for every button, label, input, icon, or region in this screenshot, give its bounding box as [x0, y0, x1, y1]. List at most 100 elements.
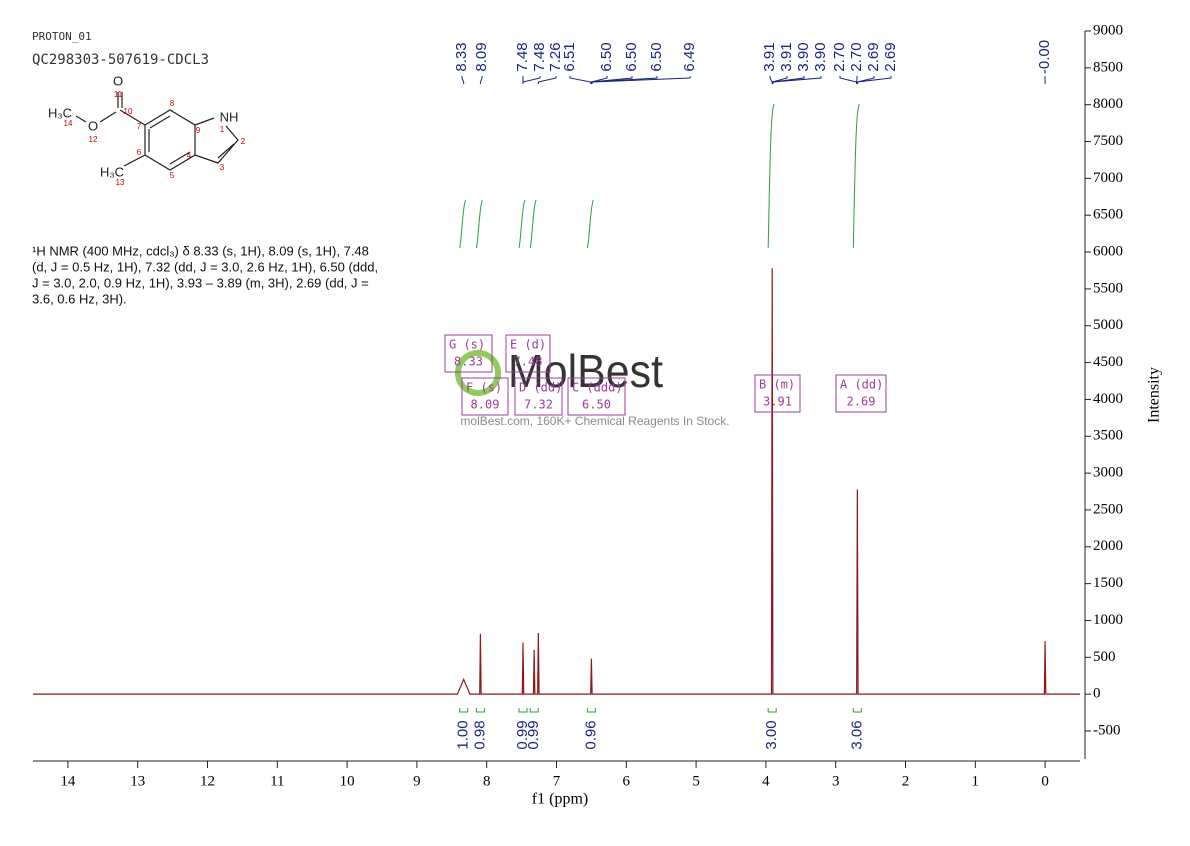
x-tick-label: 9 — [413, 773, 421, 789]
integral-bracket — [853, 708, 861, 712]
multiplet-shift: 7.48 — [514, 355, 543, 369]
peak-connector — [570, 76, 591, 84]
multiplet-shift: 8.09 — [471, 398, 500, 412]
integral-label: 3.00 — [763, 720, 780, 749]
y-tick-label: 8500 — [1093, 59, 1123, 75]
integral-curve — [519, 200, 525, 248]
atom-label: 13 — [116, 178, 125, 187]
integral-curve — [530, 200, 536, 248]
description: ¹H NMR (400 MHz, cdcl₃) δ 8.33 (s, 1H), … — [32, 243, 378, 306]
y-tick-label: 1500 — [1093, 575, 1123, 591]
peak-label: 3.90 — [812, 42, 829, 71]
y-tick-label: 0 — [1093, 686, 1101, 702]
integral-curve — [587, 200, 593, 248]
integral-curve — [853, 104, 859, 248]
atom-label: 11 — [114, 90, 123, 99]
peak-label: 6.50 — [598, 42, 615, 71]
peak-connector — [523, 76, 540, 84]
integral-label: 1.00 — [455, 720, 472, 749]
peak-label: 6.50 — [648, 42, 665, 71]
x-tick-label: 3 — [832, 773, 840, 789]
x-tick-label: 8 — [483, 773, 491, 789]
tagline: molBest.com, 160K+ Chemical Reagents In … — [460, 414, 729, 428]
integral-curve — [476, 200, 482, 248]
structure-bonds — [76, 92, 238, 170]
peak-label: 8.33 — [453, 42, 470, 71]
y-tick-label: 3500 — [1093, 428, 1123, 444]
peak-label: 3.91 — [778, 42, 795, 71]
x-tick-label: 12 — [200, 773, 215, 789]
y-tick-label: 4500 — [1093, 354, 1123, 370]
peak-connector — [538, 76, 556, 84]
peak-label: 7.48 — [514, 42, 531, 71]
x-tick-label: 14 — [60, 773, 76, 789]
peak-label: 6.49 — [681, 42, 698, 71]
atom-label: NH — [220, 109, 239, 124]
y-tick-label: 6500 — [1093, 207, 1123, 223]
multiplet-label: E (d) — [510, 338, 546, 352]
peak-label: 2.69 — [865, 42, 882, 71]
atom-label: 12 — [89, 135, 98, 144]
atom-label: 10 — [124, 107, 133, 116]
multiplet-label: B (m) — [759, 378, 795, 392]
multiplet-label: G (s) — [449, 338, 485, 352]
description-line: (d, J = 0.5 Hz, 1H), 7.32 (dd, J = 3.0, … — [32, 259, 378, 274]
y-tick-label: 8000 — [1093, 96, 1123, 112]
peak-label: 2.69 — [882, 42, 899, 71]
integral-bracket — [530, 708, 538, 712]
atom-label: O — [113, 73, 123, 88]
peak-label: 2.70 — [831, 42, 848, 71]
x-tick-label: 10 — [340, 773, 355, 789]
multiplet-label: D (dd) — [519, 381, 562, 395]
atom-label: 1 — [220, 125, 225, 134]
peak-connector — [840, 76, 857, 84]
multiplet-shift: 6.50 — [582, 398, 611, 412]
atom-label: 6 — [137, 148, 142, 157]
description-line: J = 3.0, 2.0, 0.9 Hz, 1H), 3.93 – 3.89 (… — [32, 275, 369, 290]
atom-label: 7 — [137, 122, 142, 131]
x-tick-label: 11 — [270, 773, 284, 789]
y-tick-label: 2000 — [1093, 538, 1123, 554]
integral-bracket — [587, 708, 595, 712]
y-tick-label: 5000 — [1093, 317, 1123, 333]
peak-label: 8.09 — [473, 42, 490, 71]
multiplet-shift: 8.33 — [454, 355, 483, 369]
x-tick-label: 2 — [902, 773, 910, 789]
multiplet-shift: 2.69 — [847, 395, 876, 409]
experiment: PROTON_01 — [32, 30, 92, 43]
integral-label: 3.06 — [848, 720, 865, 749]
multiplet-shift: 3.91 — [763, 395, 792, 409]
integral-curve — [768, 104, 774, 248]
integral-label: 0.96 — [582, 720, 599, 749]
x-axis-label: f1 (ppm) — [532, 791, 588, 808]
integral-bracket — [519, 708, 527, 712]
y-tick-label: 9000 — [1093, 22, 1123, 38]
atom-label: 4 — [187, 151, 192, 160]
multiplet-label: F (s) — [466, 381, 502, 395]
peak-connector — [591, 76, 607, 84]
atom-label: 3 — [220, 163, 225, 172]
atom-label: O — [88, 118, 98, 133]
multiplet-label: C (ddd) — [572, 381, 623, 395]
description-line: 3.6, 0.6 Hz, 3H). — [32, 291, 127, 306]
multiplet-shift: 7.32 — [524, 398, 553, 412]
peak-label: 6.51 — [561, 42, 578, 71]
integral-bracket — [460, 708, 468, 712]
y-tick-label: 1000 — [1093, 612, 1123, 628]
x-tick-label: 0 — [1041, 773, 1049, 789]
integral-bracket — [476, 708, 484, 712]
peak-connector — [480, 76, 482, 84]
peak-label: 3.90 — [795, 42, 812, 71]
sample: QC298303-507619-CDCL3 — [32, 52, 209, 68]
integral-label: 0.99 — [525, 720, 542, 749]
peak-label: -0.00 — [1036, 40, 1053, 74]
atom-label: 8 — [170, 99, 175, 108]
peak-connector — [462, 76, 464, 84]
atom-label: 5 — [170, 171, 175, 180]
atom-label: 2 — [241, 137, 246, 146]
multiplet-label: A (dd) — [840, 378, 883, 392]
peak-label: 3.91 — [761, 42, 778, 71]
integral-curve — [460, 200, 466, 248]
x-tick-label: 4 — [762, 773, 770, 789]
